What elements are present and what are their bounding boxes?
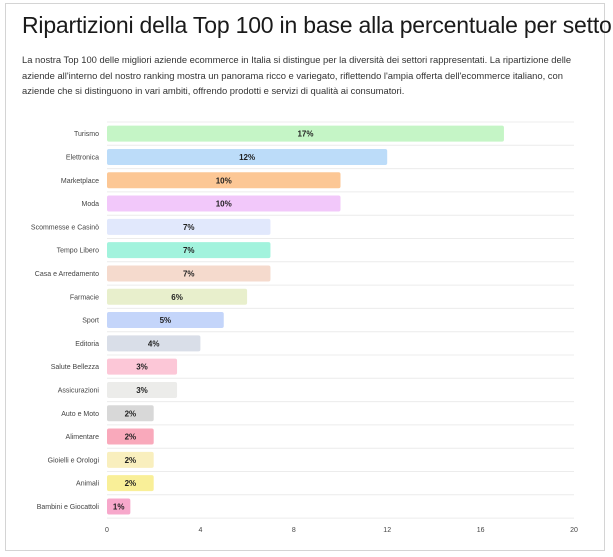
x-tick-label: 0	[105, 527, 109, 534]
category-label: Turismo	[74, 131, 99, 138]
chart-card	[5, 3, 605, 551]
bar	[107, 498, 131, 515]
bars: 17% 12% 10% 10% 7% 7% 7% 6% 5% 4% 3% 3% 2% 2% 2% 2% 1%	[107, 125, 504, 515]
bar	[107, 242, 271, 259]
value-label: 2%	[125, 409, 137, 418]
x-tick-label: 16	[477, 527, 485, 534]
bar	[107, 405, 154, 422]
category-label: Sport	[82, 318, 99, 325]
bar	[107, 125, 504, 142]
value-label: 6%	[171, 293, 183, 302]
bar	[107, 381, 178, 398]
value-label: 7%	[183, 269, 195, 278]
value-label: 3%	[136, 363, 148, 372]
x-tick-label: 20	[570, 527, 578, 534]
x-axis-ticks: 0 4 8 12 16 20	[105, 527, 578, 534]
category-label: Gioielli e Orologi	[48, 457, 100, 464]
bar	[107, 475, 154, 492]
category-label: Alimentare	[66, 434, 100, 441]
category-label: Animali	[76, 481, 99, 488]
category-label: Casa e Arredamento	[35, 271, 99, 278]
value-label: 4%	[148, 339, 160, 348]
category-label: Bambini e Giocattoli	[37, 504, 100, 511]
x-tick-label: 12	[383, 527, 391, 534]
category-label: Assicurazioni	[58, 387, 100, 394]
value-label: 7%	[183, 246, 195, 255]
bar	[107, 172, 341, 189]
value-label: 7%	[183, 223, 195, 232]
bar	[107, 428, 154, 445]
category-label: Salute Bellezza	[51, 364, 99, 371]
category-label: Moda	[81, 201, 99, 208]
category-label: Editoria	[75, 341, 99, 348]
value-label: 2%	[125, 456, 137, 465]
value-label: 3%	[136, 386, 148, 395]
category-label: Elettronica	[66, 154, 99, 161]
bar	[107, 358, 178, 375]
bar	[107, 335, 201, 352]
x-tick-label: 4	[198, 527, 202, 534]
value-label: 2%	[125, 479, 137, 488]
x-tick-label: 8	[292, 527, 296, 534]
bar	[107, 218, 271, 235]
category-label: Tempo Libero	[57, 248, 100, 255]
bar	[107, 288, 248, 305]
bar	[107, 265, 271, 282]
category-label: Auto e Moto	[61, 411, 99, 418]
bar	[107, 312, 224, 329]
category-label: Scommesse e Casinò	[31, 224, 99, 231]
category-labels: Turismo Elettronica Marketplace Moda Scommes…	[31, 131, 100, 511]
bar	[107, 451, 154, 468]
category-label: Farmacie	[70, 294, 99, 301]
value-label: 10%	[216, 200, 232, 209]
page-title: Ripartizioni della Top 100 in base alla …	[22, 12, 613, 38]
value-label: 1%	[113, 502, 125, 511]
grid-lines	[107, 121, 574, 519]
bar	[107, 148, 388, 165]
value-label: 10%	[216, 176, 232, 185]
value-label: 2%	[125, 433, 137, 442]
value-label: 12%	[239, 153, 255, 162]
category-label: Marketplace	[61, 178, 99, 185]
value-label: 5%	[160, 316, 172, 325]
bar	[107, 195, 341, 212]
chart-description: La nostra Top 100 delle migliori aziende…	[22, 54, 572, 96]
value-label: 17%	[297, 130, 313, 139]
